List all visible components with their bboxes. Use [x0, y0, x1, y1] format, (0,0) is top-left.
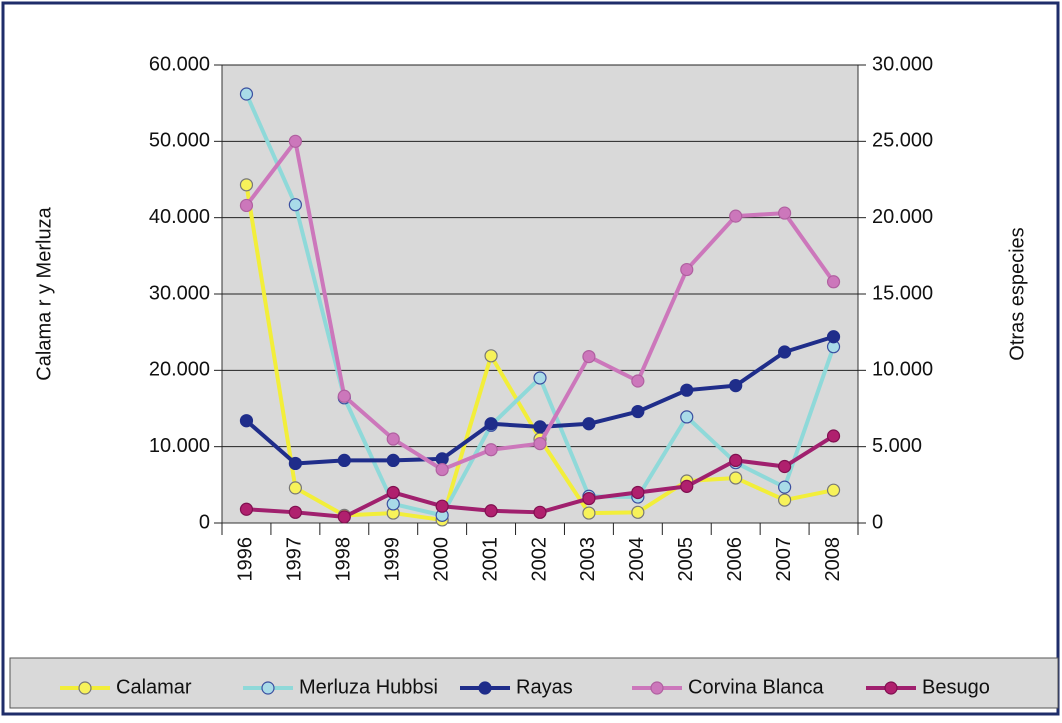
point	[729, 379, 743, 393]
y-axis-label: Calama r y Merluza	[33, 206, 55, 380]
point	[582, 417, 596, 431]
point	[239, 178, 254, 192]
point	[729, 471, 743, 485]
x-tick-label: 2000	[430, 537, 452, 582]
point	[533, 420, 547, 434]
point	[680, 479, 694, 493]
point	[239, 414, 254, 428]
point	[729, 453, 743, 468]
x-tick-label: 1997	[284, 537, 306, 582]
point	[386, 453, 400, 468]
y2-tick-label: 30.000	[872, 53, 933, 75]
point	[582, 506, 596, 520]
x-tick-label: 2007	[773, 537, 795, 582]
point	[386, 432, 400, 446]
legend-label: Merluza Hubbsi	[299, 676, 438, 698]
point	[386, 497, 400, 511]
x-tick-label: 1998	[333, 537, 355, 582]
point	[337, 389, 351, 403]
point	[680, 262, 694, 277]
point	[680, 410, 694, 424]
point	[729, 209, 743, 223]
x-tick-label: 2002	[528, 537, 550, 582]
point	[533, 437, 547, 451]
point	[582, 349, 596, 364]
point	[484, 504, 498, 518]
x-tick-label: 2006	[724, 537, 746, 582]
legend-label: Rayas	[516, 676, 573, 698]
y2-tick-label: 15.000	[872, 282, 933, 304]
x-tick-label: 1999	[382, 537, 404, 582]
x-tick-label: 1996	[235, 537, 257, 582]
x-tick-label: 2008	[822, 537, 844, 582]
legend-marker	[478, 681, 492, 695]
y-tick-label: 30.000	[149, 282, 210, 304]
x-tick-label: 2001	[479, 537, 501, 582]
point	[533, 505, 547, 519]
y-tick-label: 60.000	[149, 53, 210, 75]
legend-marker	[650, 681, 664, 695]
y-tick-label: 50.000	[149, 130, 210, 152]
point	[582, 491, 596, 506]
point	[533, 371, 547, 385]
y2-tick-label: 25.000	[872, 130, 933, 152]
point	[239, 198, 254, 213]
y2-axis-label: Otras especies	[1006, 227, 1028, 360]
legend-label: Corvina Blanca	[688, 676, 825, 698]
legend-box	[9, 657, 1059, 709]
legend-label: Besugo	[922, 676, 990, 698]
y2-tick-label: 0	[872, 511, 883, 533]
point	[631, 505, 645, 519]
point	[288, 456, 302, 471]
x-tick-label: 2005	[675, 537, 697, 582]
point	[337, 510, 351, 524]
legend-marker	[884, 681, 898, 695]
point	[826, 275, 841, 289]
y2-tick-label: 10.000	[872, 359, 933, 381]
x-tick-label: 2004	[626, 537, 648, 582]
point	[288, 198, 302, 212]
legend-label: Calamar	[116, 676, 192, 698]
y2-tick-label: 5.000	[872, 435, 922, 457]
point	[288, 134, 302, 148]
point	[778, 459, 792, 474]
legend-marker	[78, 681, 92, 695]
point	[484, 349, 498, 363]
point	[435, 462, 449, 477]
y-tick-label: 20.000	[149, 359, 210, 381]
y-tick-label: 40.000	[149, 206, 210, 228]
point	[778, 480, 792, 494]
point	[826, 429, 841, 443]
y-tick-label: 10.000	[149, 435, 210, 457]
point	[680, 383, 694, 397]
point	[778, 493, 792, 507]
point	[484, 443, 498, 457]
y2-tick-label: 20.000	[872, 206, 933, 228]
point	[826, 483, 841, 497]
legend-marker	[261, 681, 275, 695]
point	[288, 481, 302, 495]
point	[631, 485, 645, 500]
point	[631, 374, 645, 388]
point	[239, 502, 254, 516]
point	[337, 453, 351, 468]
point	[631, 404, 645, 419]
point	[778, 206, 792, 220]
point	[288, 505, 302, 519]
x-tick-label: 2003	[577, 537, 599, 582]
point	[435, 499, 449, 513]
point	[484, 417, 498, 431]
y-tick-label: 0	[199, 511, 210, 533]
point	[826, 330, 841, 344]
point	[386, 485, 400, 500]
point	[239, 87, 254, 101]
point	[778, 345, 792, 359]
